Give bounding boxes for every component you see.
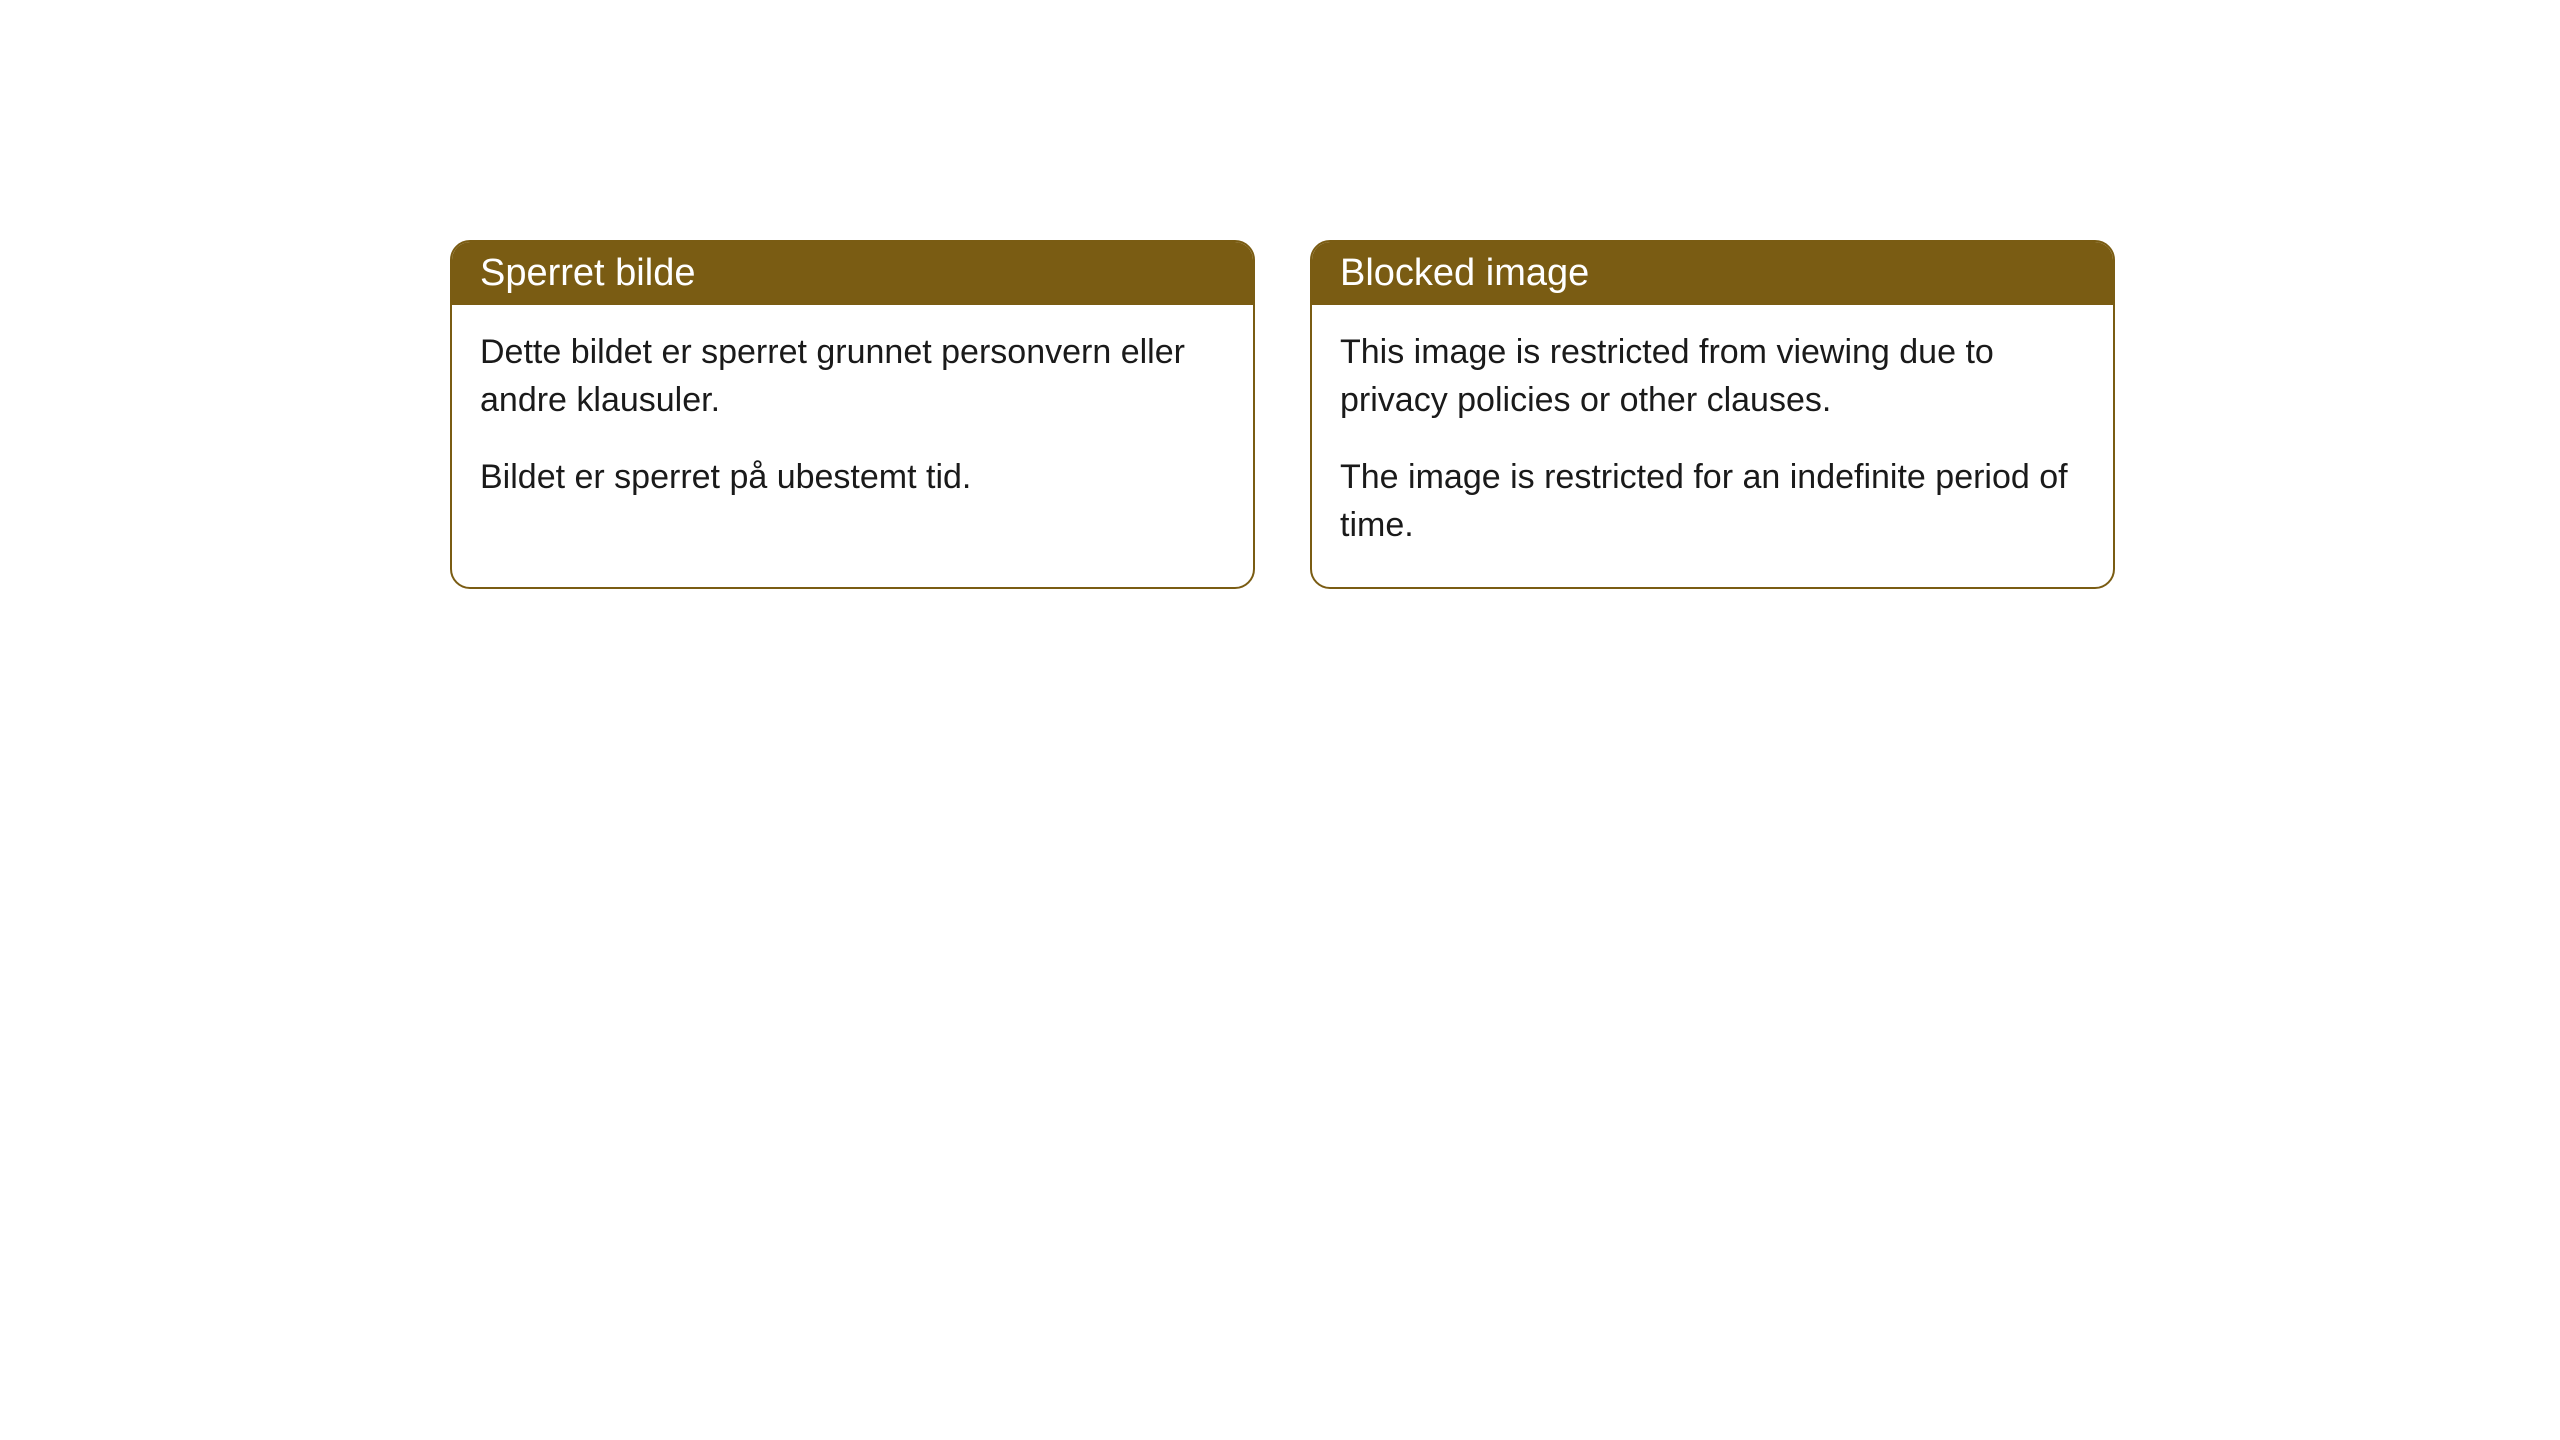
notice-header: Blocked image bbox=[1312, 242, 2113, 305]
notice-card-norwegian: Sperret bilde Dette bildet er sperret gr… bbox=[450, 240, 1255, 589]
notice-header: Sperret bilde bbox=[452, 242, 1253, 305]
notice-title: Sperret bilde bbox=[480, 252, 695, 294]
notice-container: Sperret bilde Dette bildet er sperret gr… bbox=[0, 0, 2560, 589]
notice-body: This image is restricted from viewing du… bbox=[1312, 305, 2113, 587]
notice-paragraph: The image is restricted for an indefinit… bbox=[1340, 454, 2085, 549]
notice-title: Blocked image bbox=[1340, 252, 1589, 294]
notice-paragraph: Bildet er sperret på ubestemt tid. bbox=[480, 454, 1225, 502]
notice-paragraph: This image is restricted from viewing du… bbox=[1340, 329, 2085, 424]
notice-body: Dette bildet er sperret grunnet personve… bbox=[452, 305, 1253, 540]
notice-card-english: Blocked image This image is restricted f… bbox=[1310, 240, 2115, 589]
notice-paragraph: Dette bildet er sperret grunnet personve… bbox=[480, 329, 1225, 424]
